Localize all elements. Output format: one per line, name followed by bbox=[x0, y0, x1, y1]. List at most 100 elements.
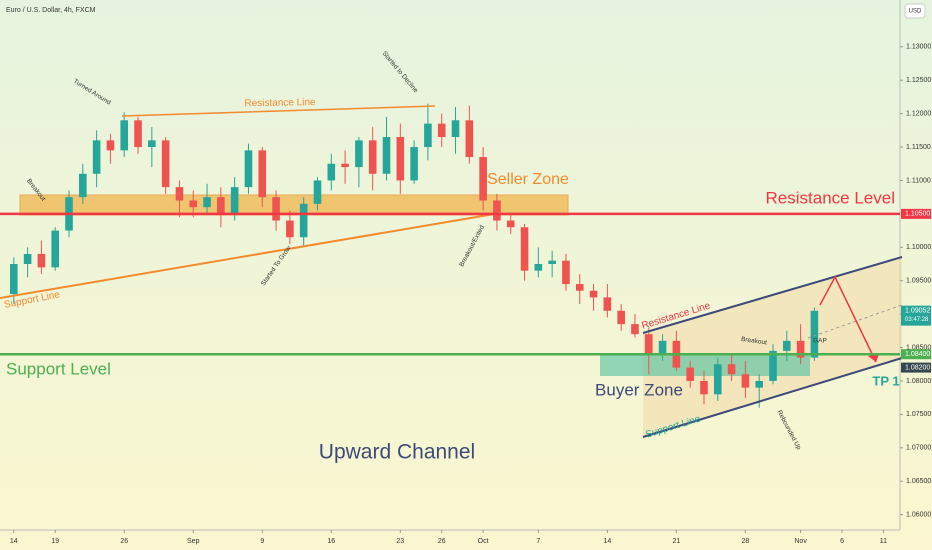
x-tick-label: 21 bbox=[672, 538, 680, 545]
candle-body bbox=[534, 263, 543, 271]
level-name: Resistance Level bbox=[766, 188, 895, 207]
candle-body bbox=[575, 284, 584, 291]
y-tick-label: 1.13000 bbox=[906, 44, 931, 51]
y-tick-label: 1.11000 bbox=[906, 177, 931, 184]
x-tick-label: Sep bbox=[187, 538, 200, 545]
candle-body bbox=[106, 140, 115, 151]
annotation: Upward Channel bbox=[319, 441, 475, 464]
y-tick-label: 1.10000 bbox=[906, 244, 931, 251]
candle-body bbox=[396, 137, 405, 181]
level-price-box bbox=[901, 208, 931, 219]
candle-body bbox=[382, 137, 391, 174]
projection-arrow bbox=[868, 354, 879, 362]
channel-upper bbox=[642, 256, 903, 334]
x-tick-label: 14 bbox=[10, 538, 18, 545]
x-tick-label: 19 bbox=[51, 538, 59, 545]
candle-body bbox=[603, 297, 612, 311]
price-mark-label: 1.09052 bbox=[905, 307, 930, 314]
candle-body bbox=[161, 140, 170, 188]
price-mark-box bbox=[901, 362, 931, 373]
candle-body bbox=[755, 380, 763, 388]
candle-body bbox=[741, 374, 750, 388]
x-tick-label: 11 bbox=[880, 538, 887, 545]
x-tick-label: 26 bbox=[438, 538, 446, 545]
candle-body bbox=[465, 120, 474, 158]
candle-body bbox=[175, 187, 184, 201]
price-mark-box bbox=[901, 305, 931, 326]
candle-body bbox=[796, 340, 805, 358]
x-tick-label: 26 bbox=[120, 538, 128, 545]
currency: USD bbox=[909, 9, 922, 15]
level-price-label: 1.08400 bbox=[905, 351, 930, 358]
y-tick-label: 1.07500 bbox=[906, 411, 931, 418]
candle-body bbox=[548, 260, 556, 264]
candle-body bbox=[217, 197, 225, 214]
projection-path bbox=[819, 275, 877, 363]
candle-body bbox=[327, 163, 336, 181]
x-tick-label: 7 bbox=[536, 538, 540, 545]
candle-body bbox=[769, 350, 777, 381]
y-tick-label: 1.12500 bbox=[906, 77, 931, 84]
y-tick-label: 1.08500 bbox=[906, 344, 931, 351]
candle-body bbox=[92, 140, 101, 174]
buyer-zone bbox=[600, 354, 810, 376]
candle-body bbox=[368, 140, 377, 174]
candle-body bbox=[506, 220, 515, 228]
level-price-box bbox=[901, 349, 931, 360]
support-trendline bbox=[0, 212, 501, 299]
candle-body bbox=[727, 364, 736, 375]
y-tick-label: 1.06000 bbox=[906, 511, 931, 518]
candle-body bbox=[23, 253, 32, 264]
annotation: Seller Zone bbox=[487, 171, 569, 188]
candle-body bbox=[493, 200, 501, 221]
candle-body bbox=[589, 290, 598, 298]
drawings bbox=[0, 105, 903, 438]
candle-body bbox=[479, 157, 487, 201]
candle-body bbox=[230, 187, 239, 214]
candle-body bbox=[658, 340, 667, 355]
candle-body bbox=[451, 120, 460, 138]
countdown: 03:47:28 bbox=[905, 317, 929, 323]
candle-body bbox=[810, 310, 819, 358]
candle-body bbox=[258, 150, 267, 198]
candle-body bbox=[134, 120, 142, 148]
x-tick-label: Oct bbox=[478, 538, 489, 545]
currency-box[interactable] bbox=[904, 3, 926, 19]
x-tick-label: 28 bbox=[742, 538, 750, 545]
x-tick-label: 6 bbox=[840, 538, 844, 545]
annotation: Buyer Zone bbox=[595, 380, 683, 399]
candle-body bbox=[148, 140, 156, 148]
annotation: Resistance Line bbox=[244, 97, 316, 109]
y-tick-label: 1.06500 bbox=[906, 478, 931, 485]
candle-body bbox=[299, 203, 308, 238]
x-tick-label: 14 bbox=[603, 538, 611, 545]
candle-body bbox=[286, 220, 294, 238]
candle-body bbox=[686, 367, 694, 381]
candle-body bbox=[410, 147, 418, 181]
candle-body bbox=[424, 123, 432, 148]
annotation: Breakout bbox=[741, 336, 768, 347]
marks bbox=[10, 103, 819, 408]
candle-body bbox=[520, 227, 529, 271]
candle-body bbox=[437, 123, 446, 138]
candle-body bbox=[617, 310, 625, 325]
y-tick-label: 1.09500 bbox=[906, 278, 931, 285]
candle-body bbox=[189, 200, 198, 208]
x-tick-label: 16 bbox=[327, 538, 335, 545]
candle-body bbox=[37, 253, 46, 268]
resistance-trendline bbox=[121, 105, 436, 117]
annotation: TP 1 bbox=[872, 373, 899, 388]
x-tick-label: 23 bbox=[396, 538, 404, 545]
level-price-label: 1.10500 bbox=[905, 211, 930, 218]
candle-body bbox=[120, 120, 129, 151]
candle-body bbox=[713, 364, 722, 395]
candle-body bbox=[79, 173, 87, 198]
projection-dashed bbox=[807, 304, 903, 339]
annotation: GAP bbox=[813, 338, 827, 345]
y-tick-label: 1.11500 bbox=[906, 144, 931, 151]
level-name: Support Level bbox=[6, 359, 111, 378]
channel-lower bbox=[642, 357, 903, 438]
